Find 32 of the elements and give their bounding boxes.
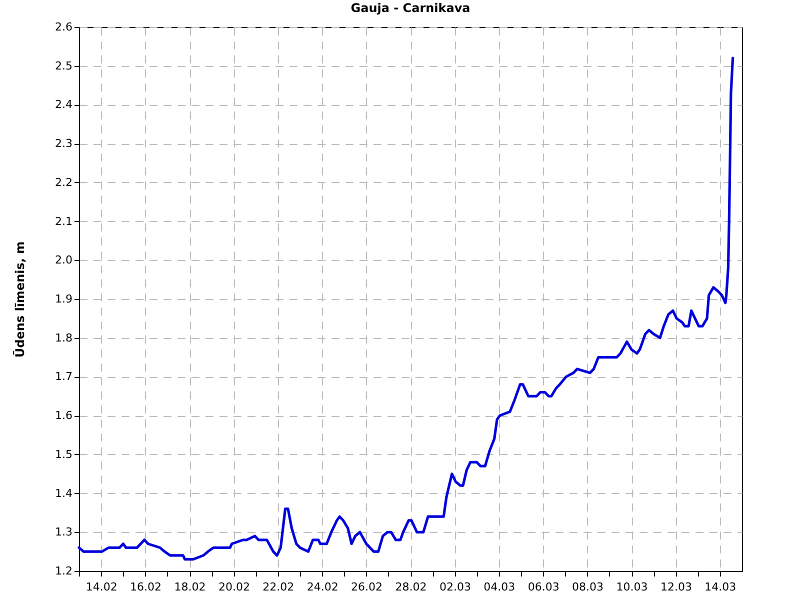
y-tick-label: 2.2 — [55, 176, 72, 189]
y-tick-label: 2.4 — [55, 98, 72, 112]
x-tick-label: 18.02 — [174, 580, 206, 594]
y-tick-label: 2.0 — [55, 254, 72, 267]
y-tick-label: 1.6 — [55, 409, 72, 422]
x-tick-label: 16.02 — [130, 580, 162, 594]
y-tick-label: 1.3 — [55, 526, 72, 539]
y-axis-title: Ūdens līmenis, m — [13, 241, 28, 358]
y-tick-label: 1.9 — [55, 292, 72, 306]
x-tick-label: 08.03 — [572, 580, 604, 594]
x-tick-label: 20.02 — [218, 580, 250, 594]
y-tick-label: 1.7 — [55, 370, 72, 384]
x-tick-label: 10.03 — [616, 580, 648, 594]
x-tick-label: 12.03 — [660, 580, 692, 594]
y-tick-label: 1.8 — [55, 331, 72, 344]
x-tick-label: 06.03 — [528, 580, 560, 594]
x-tick-label: 24.02 — [306, 580, 338, 594]
x-tick-label: 14.02 — [86, 580, 118, 594]
y-tick-label: 1.2 — [55, 564, 72, 578]
x-tick-label: 14.03 — [704, 580, 736, 594]
x-tick-label: 02.03 — [439, 580, 471, 594]
x-tick-label: 26.02 — [351, 580, 383, 594]
x-tick-label: 22.02 — [262, 580, 294, 594]
y-tick-label: 2.6 — [55, 20, 72, 34]
y-tick-label: 2.3 — [55, 137, 72, 150]
x-tick-label: 04.03 — [484, 580, 516, 594]
y-tick-label: 2.5 — [55, 59, 72, 72]
x-tick-label: 28.02 — [395, 580, 427, 594]
y-tick-label: 2.1 — [55, 214, 72, 228]
chart-title: Gauja - Carnikava — [350, 1, 470, 15]
y-tick-label: 1.4 — [55, 486, 72, 500]
y-tick-label: 1.5 — [55, 448, 72, 461]
